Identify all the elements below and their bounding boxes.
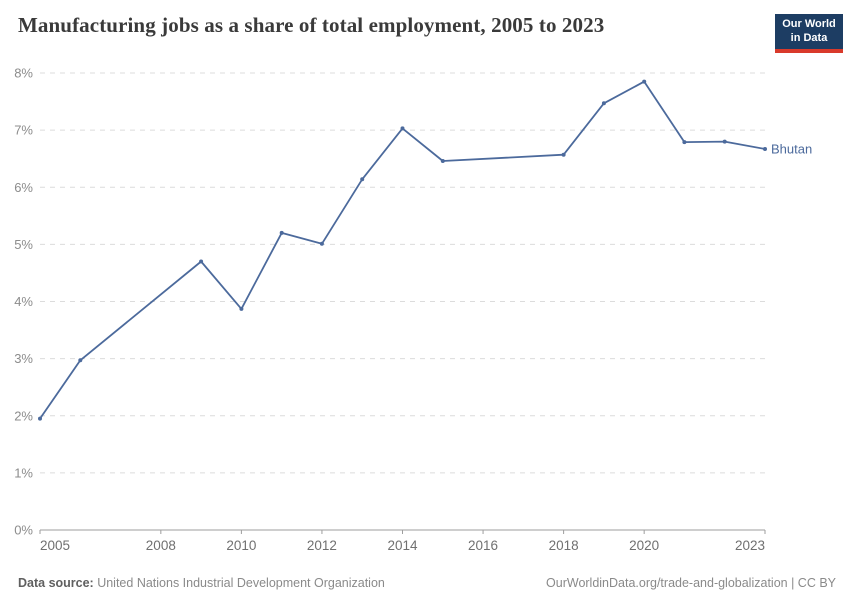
data-source-label: Data source: (18, 576, 94, 590)
x-axis-tick-label: 2020 (629, 538, 659, 553)
series-line-bhutan[interactable] (39, 80, 766, 420)
data-point[interactable] (38, 416, 42, 421)
y-axis-tick-label: 3% (14, 351, 33, 366)
x-axis-tick-label: 2010 (226, 538, 256, 553)
owid-logo-line2: in Data (790, 31, 828, 44)
x-axis-tick-label: 2016 (468, 538, 498, 553)
y-axis-tick-label: 1% (14, 465, 33, 480)
data-point[interactable] (682, 140, 687, 145)
data-point[interactable] (239, 306, 244, 311)
y-axis-tick-label: 5% (14, 237, 33, 252)
y-axis-tick-label: 6% (14, 180, 33, 195)
y-axis-tick-label: 2% (14, 408, 33, 423)
data-point[interactable] (400, 126, 405, 131)
x-axis-tick-label: 2005 (40, 538, 70, 553)
y-axis-tick-label: 7% (14, 123, 33, 138)
chart-footer: Data source: United Nations Industrial D… (18, 576, 836, 590)
data-source: Data source: United Nations Industrial D… (18, 576, 385, 590)
attribution-link[interactable]: OurWorldinData.org/trade-and-globalizati… (546, 576, 836, 590)
owid-logo[interactable]: Our World in Data (775, 14, 843, 53)
owid-logo-line1: Our World (782, 17, 836, 30)
data-point[interactable] (722, 139, 727, 144)
y-axis-tick-label: 8% (14, 66, 33, 81)
chart-title: Manufacturing jobs as a share of total e… (18, 13, 605, 37)
data-point[interactable] (601, 101, 606, 106)
data-point[interactable] (360, 177, 365, 182)
data-point[interactable] (561, 152, 566, 157)
y-axis-tick-label: 4% (14, 294, 33, 309)
x-axis-tick-label: 2014 (387, 538, 418, 553)
series-end-label: Bhutan (771, 141, 812, 156)
x-axis-tick-label: 2018 (549, 538, 579, 553)
x-axis-tick-label: 2023 (735, 538, 765, 553)
y-axis-tick-label: 0% (14, 523, 33, 538)
data-point[interactable] (440, 159, 445, 163)
data-point[interactable] (319, 241, 324, 246)
data-point[interactable] (642, 79, 647, 84)
data-point[interactable] (78, 358, 83, 363)
data-source-value: United Nations Industrial Development Or… (93, 576, 385, 590)
data-point[interactable] (763, 147, 767, 151)
x-axis-tick-label: 2012 (307, 538, 337, 553)
x-axis-tick-label: 2008 (146, 538, 176, 553)
data-point[interactable] (199, 259, 204, 264)
data-point[interactable] (279, 230, 284, 235)
